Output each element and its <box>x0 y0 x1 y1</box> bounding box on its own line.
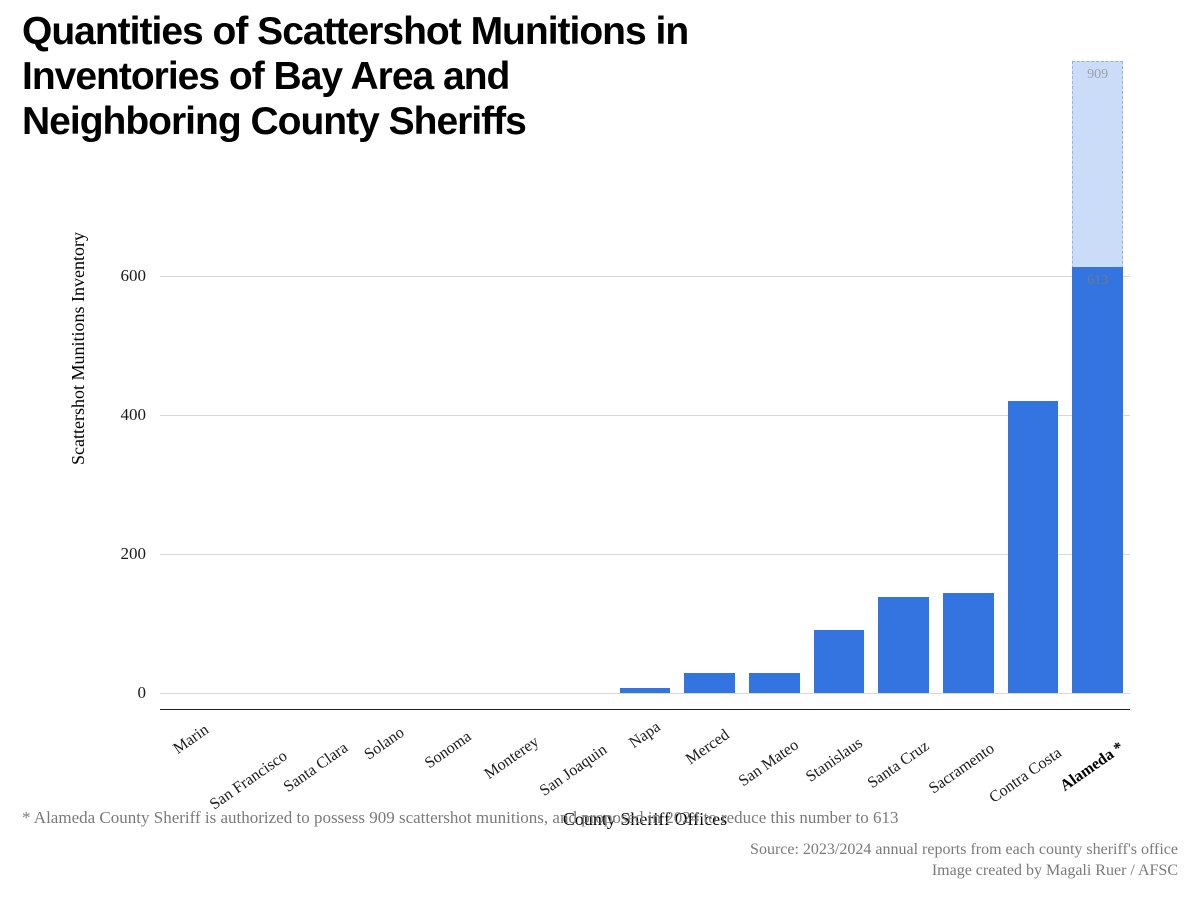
y-tick-label: 0 <box>138 683 147 703</box>
bar <box>620 688 670 692</box>
source-line: Source: 2023/2024 annual reports from ea… <box>750 840 1178 861</box>
bar <box>749 673 799 692</box>
bar-value-label: 613 <box>1072 273 1122 289</box>
y-tick-label: 400 <box>121 405 147 425</box>
gridline <box>160 554 1130 555</box>
gridline <box>160 276 1130 277</box>
y-tick-label: 200 <box>121 544 147 564</box>
y-axis-title: Scattershot Munitions Inventory <box>68 232 89 465</box>
bar <box>684 673 734 692</box>
x-tick-label: Solano <box>394 701 441 741</box>
x-tick-label: Marin <box>199 701 241 738</box>
gridline <box>160 693 1130 694</box>
chart-footnote: * Alameda County Sheriff is authorized t… <box>22 808 898 828</box>
bar <box>1072 267 1122 693</box>
image-credit-line: Image created by Magali Ruer / AFSC <box>750 861 1178 882</box>
bar <box>1008 401 1058 693</box>
bar <box>878 597 928 693</box>
chart-plot-area: 0200400600MarinSan FranciscoSanta ClaraS… <box>160 220 1130 710</box>
bar <box>814 630 864 693</box>
gridline <box>160 415 1130 416</box>
x-axis-line <box>160 709 1130 711</box>
chart-credit: Source: 2023/2024 annual reports from ea… <box>750 840 1178 882</box>
y-tick-label: 600 <box>121 266 147 286</box>
chart-title: Quantities of Scattershot Munitions in I… <box>22 10 722 145</box>
bar <box>943 593 993 692</box>
bar-overlay-value-label: 909 <box>1072 67 1122 83</box>
x-tick-label: Sonoma <box>460 701 513 746</box>
x-tick-label: Merced <box>718 701 768 744</box>
